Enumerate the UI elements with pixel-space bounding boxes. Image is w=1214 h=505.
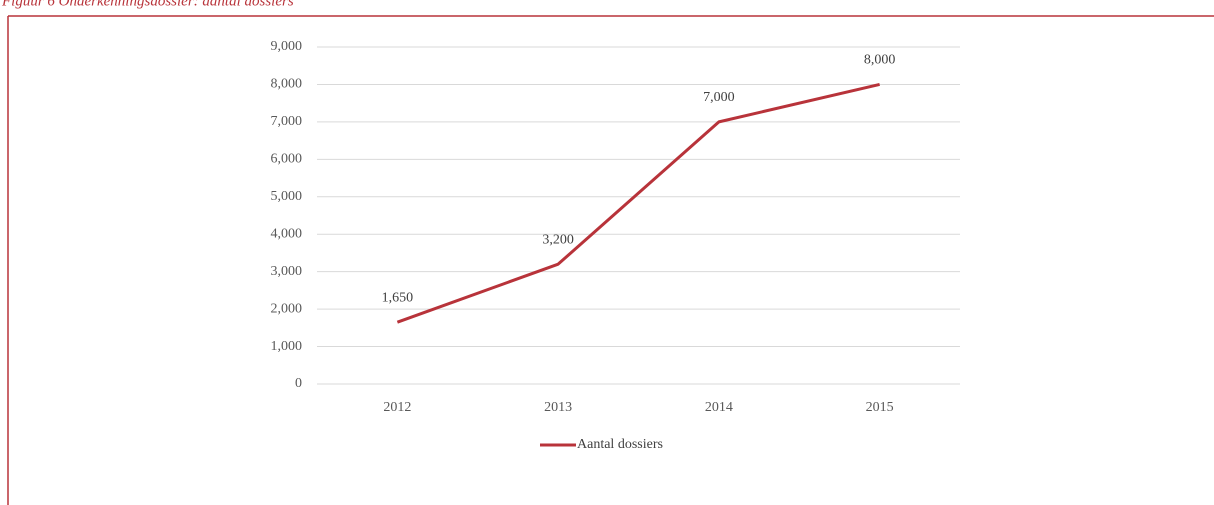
y-tick-label: 6,000	[271, 152, 303, 167]
y-tick-label: 1,000	[271, 339, 303, 354]
y-tick-label: 4,000	[271, 226, 303, 241]
y-tick-label: 2,000	[271, 301, 303, 316]
y-tick-label: 0	[295, 376, 302, 391]
line	[396, 82, 880, 324]
data-label: 8,000	[864, 53, 896, 68]
x-tick-label: 2012	[383, 400, 411, 415]
x-tick-label: 2015	[866, 400, 894, 415]
data-label: 3,200	[542, 232, 574, 247]
x-tick-label: 2014	[705, 400, 733, 415]
legend-label: Aantal dossiers	[577, 437, 663, 452]
y-tick-label: 3,000	[271, 264, 303, 279]
y-tick-label: 7,000	[271, 114, 303, 129]
data-label: 1,650	[382, 290, 414, 305]
data-label: 7,000	[703, 90, 735, 105]
x-tick-label: 2013	[544, 400, 572, 415]
chart-title: Figuur 6 Onderkenningsdossier: aantal do…	[1, 0, 294, 9]
y-tick-label: 8,000	[271, 77, 303, 92]
y-tick-label: 9,000	[271, 39, 303, 54]
y-tick-label: 5,000	[271, 189, 303, 204]
